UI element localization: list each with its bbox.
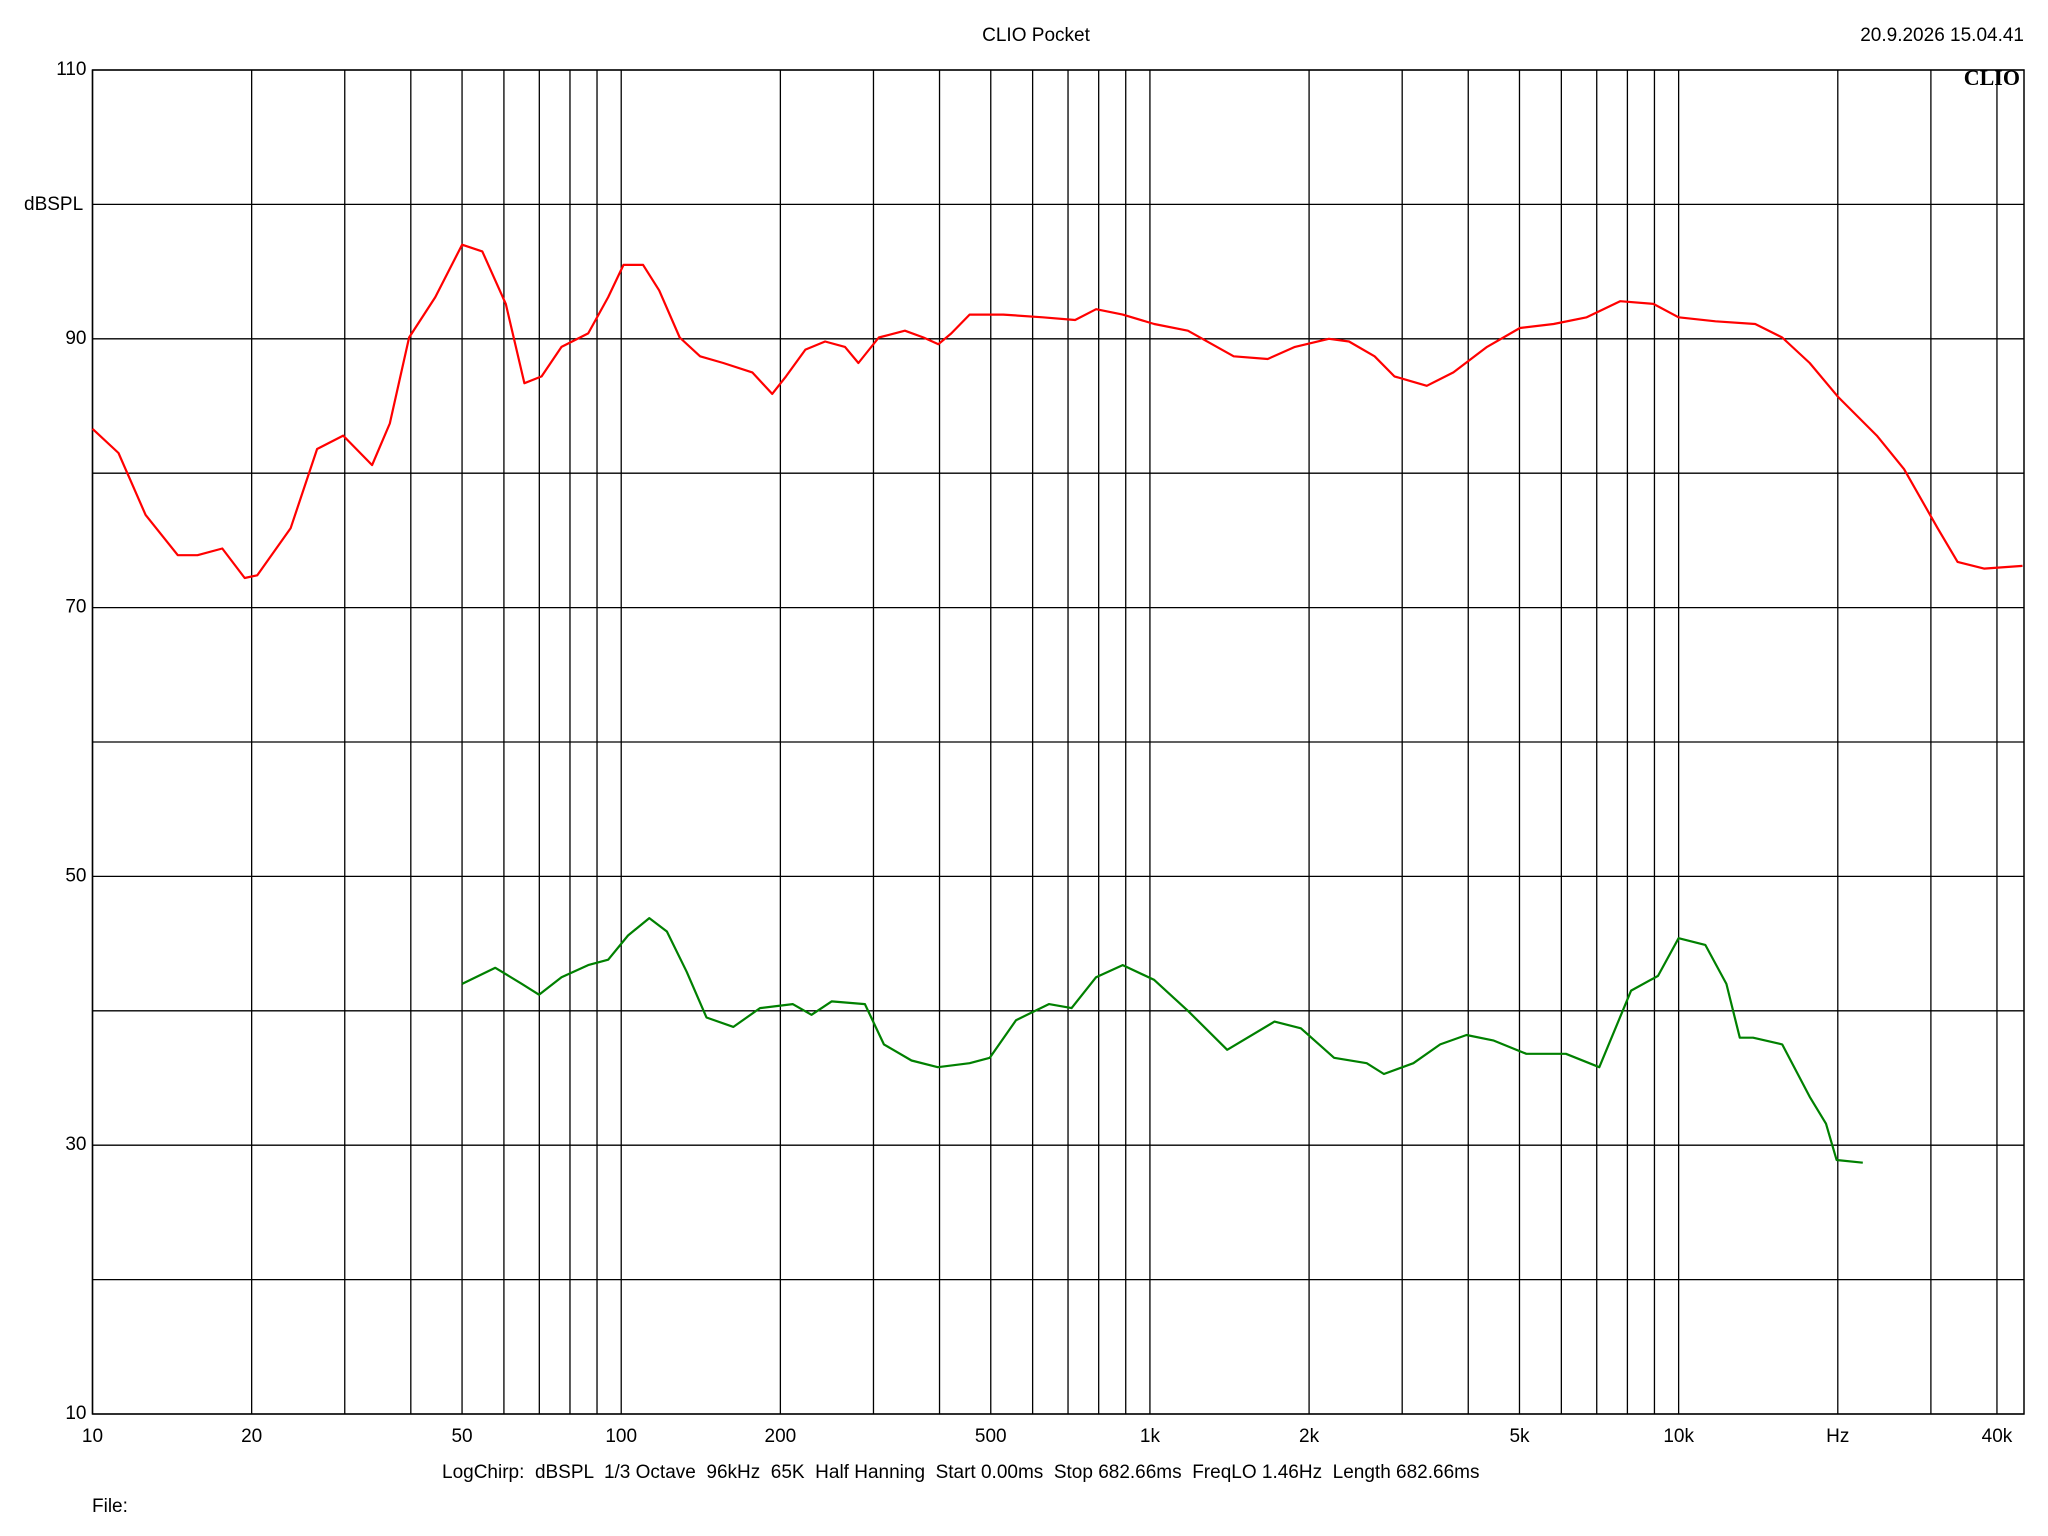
logo: CLIO bbox=[1964, 65, 2020, 90]
y-tick-label: 30 bbox=[65, 1134, 86, 1155]
x-tick-label: 20 bbox=[241, 1426, 262, 1447]
x-tick-label: 1k bbox=[1140, 1426, 1161, 1447]
x-tick-label: 5k bbox=[1509, 1426, 1530, 1447]
y-tick-label: 10 bbox=[65, 1403, 86, 1424]
x-tick-label: 500 bbox=[975, 1426, 1007, 1447]
x-tick-label: 100 bbox=[605, 1426, 637, 1447]
y-tick-label: 70 bbox=[65, 597, 86, 618]
series-line bbox=[91, 243, 2023, 580]
file-label: File: bbox=[92, 1496, 128, 1517]
plot-frame bbox=[91, 69, 2025, 1415]
x-tick-label: 10k bbox=[1663, 1426, 1694, 1447]
chart-title: CLIO Pocket bbox=[982, 25, 1090, 46]
x-tick-label: Hz bbox=[1826, 1426, 1849, 1447]
y-axis-label: dBSPL bbox=[24, 194, 83, 215]
x-tick-label: 10 bbox=[82, 1426, 103, 1447]
y-tick-label: 90 bbox=[65, 328, 86, 349]
footer: LogChirp: dBSPL 1/3 Octave 96kHz 65K Hal… bbox=[442, 1462, 1479, 1483]
x-tick-label: 40k bbox=[1982, 1426, 2013, 1447]
x-tick-label: 50 bbox=[451, 1426, 472, 1447]
series-line bbox=[461, 917, 1863, 1164]
x-tick-label: 200 bbox=[765, 1426, 797, 1447]
x-tick-label: 2k bbox=[1299, 1426, 1320, 1447]
timestamp: 20.9.2026 15.04.41 bbox=[1860, 25, 2024, 46]
y-tick-label: 110 bbox=[56, 59, 86, 80]
y-tick-label: 50 bbox=[65, 865, 86, 886]
